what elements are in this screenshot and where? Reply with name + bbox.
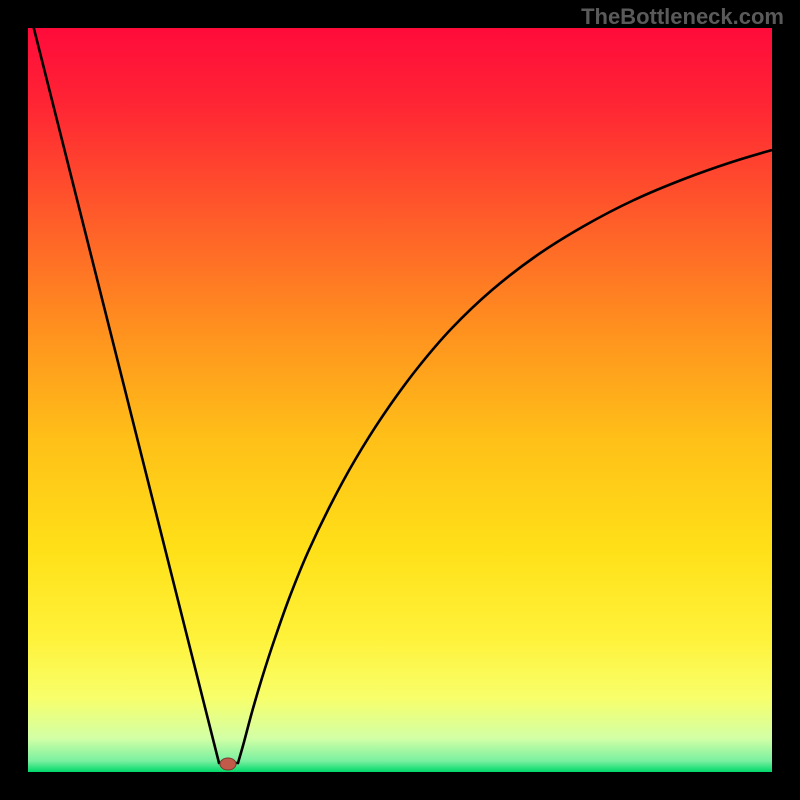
bottleneck-chart <box>0 0 800 800</box>
plot-background <box>28 28 772 772</box>
frame-border-bottom <box>0 772 800 800</box>
frame-border-right <box>772 0 800 800</box>
optimal-point-marker <box>220 758 236 770</box>
frame-border-left <box>0 0 28 800</box>
attribution-text: TheBottleneck.com <box>581 4 784 30</box>
